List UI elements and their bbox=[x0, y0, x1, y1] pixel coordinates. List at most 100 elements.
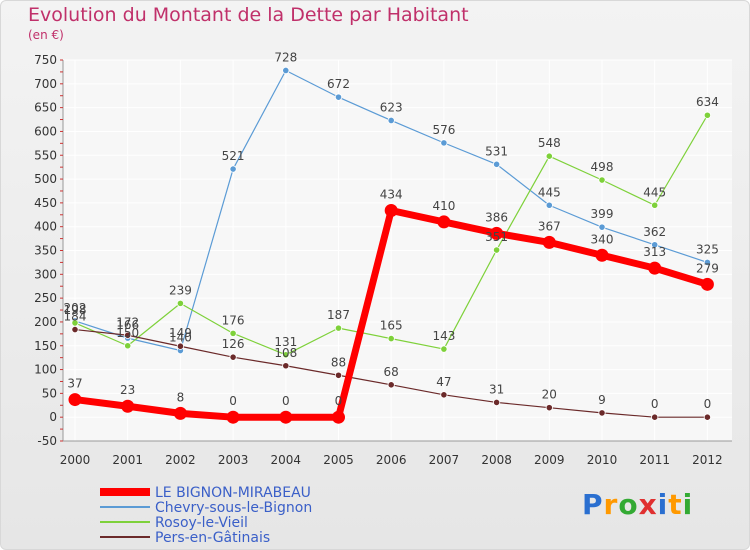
y-tick-label: 200 bbox=[34, 315, 57, 329]
data-point bbox=[545, 404, 553, 412]
data-label: 279 bbox=[696, 261, 719, 275]
data-label: 498 bbox=[591, 160, 614, 174]
data-point bbox=[598, 223, 606, 231]
data-label: 434 bbox=[380, 187, 403, 201]
data-point bbox=[384, 203, 398, 217]
data-label: 37 bbox=[67, 377, 82, 391]
data-point bbox=[334, 93, 343, 101]
data-label: 623 bbox=[380, 100, 403, 114]
data-label: 20 bbox=[542, 388, 557, 402]
x-tick-label: 2011 bbox=[639, 453, 670, 467]
y-tick-label: 550 bbox=[34, 148, 57, 162]
data-label: 108 bbox=[274, 346, 297, 360]
data-label: 367 bbox=[538, 219, 561, 233]
x-tick-label: 2001 bbox=[112, 453, 143, 467]
data-label: 131 bbox=[274, 335, 297, 349]
data-label: 9 bbox=[598, 393, 606, 407]
data-label: 351 bbox=[485, 230, 508, 244]
proxiti-logo: Proxiti bbox=[582, 488, 694, 521]
data-label: 325 bbox=[696, 242, 719, 256]
x-tick-label: 2006 bbox=[376, 453, 407, 467]
data-label: 150 bbox=[116, 326, 139, 340]
data-point bbox=[492, 398, 501, 407]
data-point bbox=[279, 410, 293, 424]
data-label: 445 bbox=[538, 185, 561, 199]
data-point bbox=[598, 176, 606, 184]
x-tick-label: 2012 bbox=[692, 453, 723, 467]
data-point bbox=[332, 410, 345, 424]
data-point bbox=[124, 331, 132, 339]
x-tick-label: 2005 bbox=[323, 453, 354, 467]
data-point bbox=[226, 410, 240, 424]
data-label: 47 bbox=[436, 375, 451, 389]
data-label: 445 bbox=[643, 185, 666, 199]
data-point bbox=[121, 399, 135, 413]
x-tick-label: 2010 bbox=[587, 453, 618, 467]
data-label: 176 bbox=[222, 313, 245, 327]
data-label: 172 bbox=[116, 315, 139, 329]
data-label: 0 bbox=[704, 397, 712, 411]
data-label: 0 bbox=[229, 394, 237, 408]
data-point bbox=[651, 241, 659, 249]
data-point bbox=[542, 235, 556, 249]
data-label: 8 bbox=[177, 390, 185, 404]
data-label: 166 bbox=[116, 318, 139, 332]
data-point bbox=[703, 111, 712, 119]
y-tick-label: -50 bbox=[37, 434, 57, 448]
data-point bbox=[648, 261, 662, 275]
legend-label: Pers-en-Gâtinais bbox=[155, 530, 270, 546]
data-label: 23 bbox=[120, 383, 135, 397]
y-tick-label: 50 bbox=[42, 386, 57, 400]
chart-unit-label: (en €) bbox=[28, 28, 64, 42]
legend-label: Chevry-sous-le-Bignon bbox=[155, 500, 312, 516]
x-tick-label: 2003 bbox=[218, 453, 249, 467]
data-point bbox=[440, 391, 448, 399]
x-tick-label: 2002 bbox=[165, 453, 196, 467]
x-tick-label: 2008 bbox=[481, 453, 512, 467]
chart-title: Evolution du Montant de la Dette par Hab… bbox=[28, 4, 469, 26]
y-tick-label: 250 bbox=[34, 291, 57, 305]
data-label: 340 bbox=[591, 232, 614, 246]
data-label: 88 bbox=[331, 355, 346, 369]
data-label: 140 bbox=[169, 331, 192, 345]
data-point bbox=[334, 324, 343, 332]
data-point bbox=[176, 342, 184, 350]
y-tick-label: 500 bbox=[34, 172, 57, 186]
data-label: 149 bbox=[169, 326, 192, 340]
data-label: 187 bbox=[327, 308, 350, 322]
data-point bbox=[387, 116, 395, 125]
x-tick-label: 2007 bbox=[429, 453, 460, 467]
data-label: 410 bbox=[432, 199, 455, 213]
data-point bbox=[595, 248, 609, 262]
data-point bbox=[651, 413, 659, 421]
data-point bbox=[229, 329, 237, 337]
data-point bbox=[387, 381, 395, 389]
x-tick-label: 2009 bbox=[534, 453, 565, 467]
data-point bbox=[387, 335, 395, 343]
data-label: 126 bbox=[222, 337, 245, 351]
data-label: 672 bbox=[327, 77, 350, 91]
data-label: 531 bbox=[485, 144, 508, 158]
x-tick-label: 2000 bbox=[60, 453, 91, 467]
data-point bbox=[173, 406, 187, 420]
data-label: 521 bbox=[222, 149, 245, 163]
data-label: 0 bbox=[651, 397, 659, 411]
data-point bbox=[229, 353, 237, 361]
y-tick-label: 650 bbox=[34, 101, 57, 115]
data-label: 634 bbox=[696, 95, 719, 109]
data-point bbox=[700, 277, 714, 291]
y-tick-label: 0 bbox=[49, 410, 57, 424]
data-point bbox=[437, 215, 451, 229]
data-point bbox=[492, 160, 501, 168]
data-point bbox=[545, 152, 553, 160]
y-tick-label: 350 bbox=[34, 244, 57, 258]
data-label: 313 bbox=[643, 245, 666, 259]
data-point bbox=[440, 139, 448, 147]
data-label: 239 bbox=[169, 283, 192, 297]
data-point bbox=[282, 362, 290, 370]
data-point bbox=[282, 351, 290, 359]
data-label: 143 bbox=[432, 329, 455, 343]
data-label: 362 bbox=[643, 225, 666, 239]
data-point bbox=[598, 409, 606, 417]
